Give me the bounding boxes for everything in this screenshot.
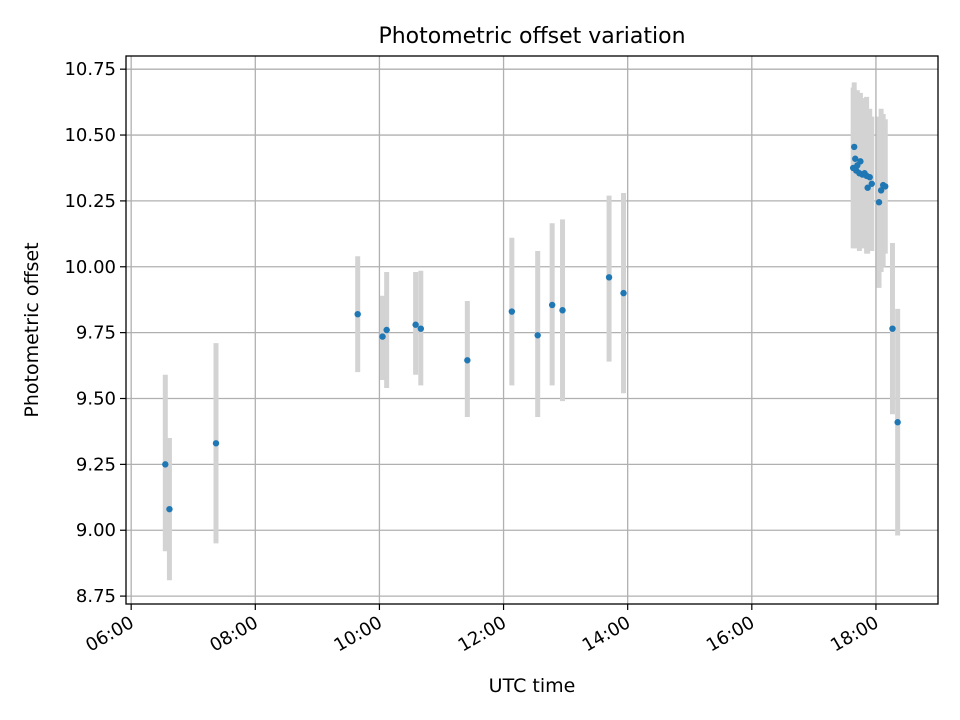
data-point xyxy=(559,307,566,314)
data-point xyxy=(857,158,864,165)
data-point xyxy=(508,308,516,315)
y-tick-label: 10.25 xyxy=(64,191,116,212)
y-axis-label: Photometric offset xyxy=(21,242,43,417)
data-point xyxy=(605,274,613,281)
data-point xyxy=(889,325,896,332)
y-tick-label: 8.75 xyxy=(76,586,116,607)
y-tick-label: 10.50 xyxy=(64,125,116,146)
data-point xyxy=(534,332,541,339)
data-point xyxy=(379,333,386,340)
y-tick-label: 10.75 xyxy=(64,59,116,80)
data-point xyxy=(412,321,419,328)
data-point xyxy=(852,155,859,162)
x-axis-label: UTC time xyxy=(489,675,576,697)
data-point xyxy=(866,173,873,181)
data-points xyxy=(162,143,901,513)
grid-lines xyxy=(126,56,938,604)
data-point xyxy=(875,199,883,206)
y-tick-label: 9.75 xyxy=(76,323,116,344)
y-tick-label: 9.50 xyxy=(76,389,116,410)
y-axis-ticks: 8.75 9.00 9.25 9.50 9.75 10.00 10.25 10.50 10.75 xyxy=(64,59,126,607)
plot-frame xyxy=(125,55,939,605)
y-tick-label: 10.00 xyxy=(64,257,116,278)
data-point xyxy=(868,180,875,187)
y-tick-label: 9.00 xyxy=(76,520,116,541)
data-point xyxy=(354,310,361,318)
data-point xyxy=(851,143,858,151)
data-point xyxy=(212,440,220,447)
data-point xyxy=(877,187,885,194)
data-point xyxy=(417,325,425,332)
data-point xyxy=(162,461,169,468)
data-point xyxy=(548,301,556,309)
y-tick-label: 9.25 xyxy=(76,454,116,475)
chart-title: Photometric offset variation xyxy=(378,24,685,49)
data-point xyxy=(166,505,173,513)
data-point xyxy=(894,419,901,426)
data-point xyxy=(882,183,889,190)
data-point xyxy=(383,326,390,334)
data-point xyxy=(864,184,871,191)
data-point xyxy=(620,289,627,297)
data-point xyxy=(464,357,471,364)
